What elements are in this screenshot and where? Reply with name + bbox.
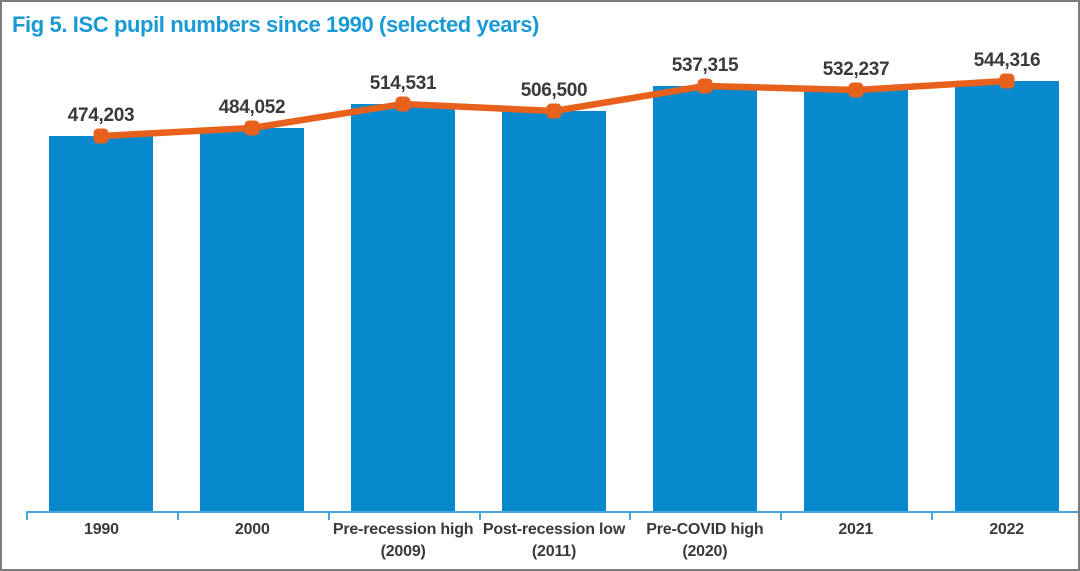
x-axis-label: 2000 bbox=[177, 519, 328, 562]
line-marker bbox=[93, 128, 109, 144]
line-marker bbox=[999, 73, 1015, 89]
x-axis-labels: 1990 2000 Pre-recession high (2009) Post-rec… bbox=[26, 519, 1078, 562]
bar-pre-covid-high-2020- bbox=[653, 86, 757, 511]
data-label: 484,052 bbox=[218, 97, 286, 118]
axis-tick bbox=[479, 513, 481, 520]
x-axis-label-line: Post-recession low bbox=[482, 521, 626, 538]
plot-area: 474,203 484,052 514,531 506,500 537,315 532,2… bbox=[26, 50, 1078, 520]
data-label: 537,315 bbox=[671, 55, 739, 76]
axis-tick bbox=[328, 513, 330, 520]
x-axis-label: Post-recession low (2011) bbox=[479, 519, 630, 562]
x-axis-label: Pre-COVID high (2020) bbox=[629, 519, 780, 562]
axis-tick bbox=[177, 513, 179, 520]
bar-2021 bbox=[804, 90, 908, 511]
x-axis-label: 2021 bbox=[780, 519, 931, 562]
data-label: 544,316 bbox=[973, 50, 1041, 71]
data-label: 474,203 bbox=[67, 105, 135, 126]
axis-tick bbox=[629, 513, 631, 520]
x-axis-label-line: 2000 bbox=[234, 521, 270, 538]
x-axis-label: 2022 bbox=[931, 519, 1078, 562]
line-marker bbox=[546, 103, 562, 119]
line-marker bbox=[848, 82, 864, 98]
bar-2000 bbox=[200, 128, 304, 511]
axis-tick bbox=[931, 513, 933, 520]
x-axis-label-line: 2022 bbox=[989, 521, 1024, 538]
x-axis-label-line: 1990 bbox=[84, 521, 119, 538]
x-axis-label-line: (2020) bbox=[682, 542, 728, 560]
line-marker bbox=[395, 96, 411, 112]
bar-2022 bbox=[955, 81, 1059, 511]
bar-1990 bbox=[49, 136, 153, 511]
x-axis-label-line: 2021 bbox=[838, 521, 874, 538]
data-label: 506,500 bbox=[520, 80, 588, 101]
line-series bbox=[93, 73, 1015, 144]
bar-post-recession-low-2011- bbox=[502, 111, 606, 511]
axis-tick bbox=[26, 513, 28, 520]
bar-pre-recession-high-2009- bbox=[351, 104, 455, 511]
chart-title: Fig 5. ISC pupil numbers since 1990 (sel… bbox=[12, 12, 539, 37]
data-label: 532,237 bbox=[822, 59, 890, 80]
line-marker bbox=[244, 120, 260, 136]
data-label: 514,531 bbox=[369, 73, 437, 94]
x-axis-label-line: (2011) bbox=[531, 542, 577, 560]
x-axis-label-line: Pre-recession high bbox=[332, 521, 474, 538]
x-axis-label: Pre-recession high (2009) bbox=[328, 519, 479, 562]
axis-tick bbox=[780, 513, 782, 520]
x-axis-label: 1990 bbox=[26, 519, 177, 562]
x-axis-label-line: Pre-COVID high bbox=[646, 521, 764, 538]
x-axis-label-line: (2009) bbox=[380, 542, 426, 560]
line-marker bbox=[697, 78, 713, 94]
